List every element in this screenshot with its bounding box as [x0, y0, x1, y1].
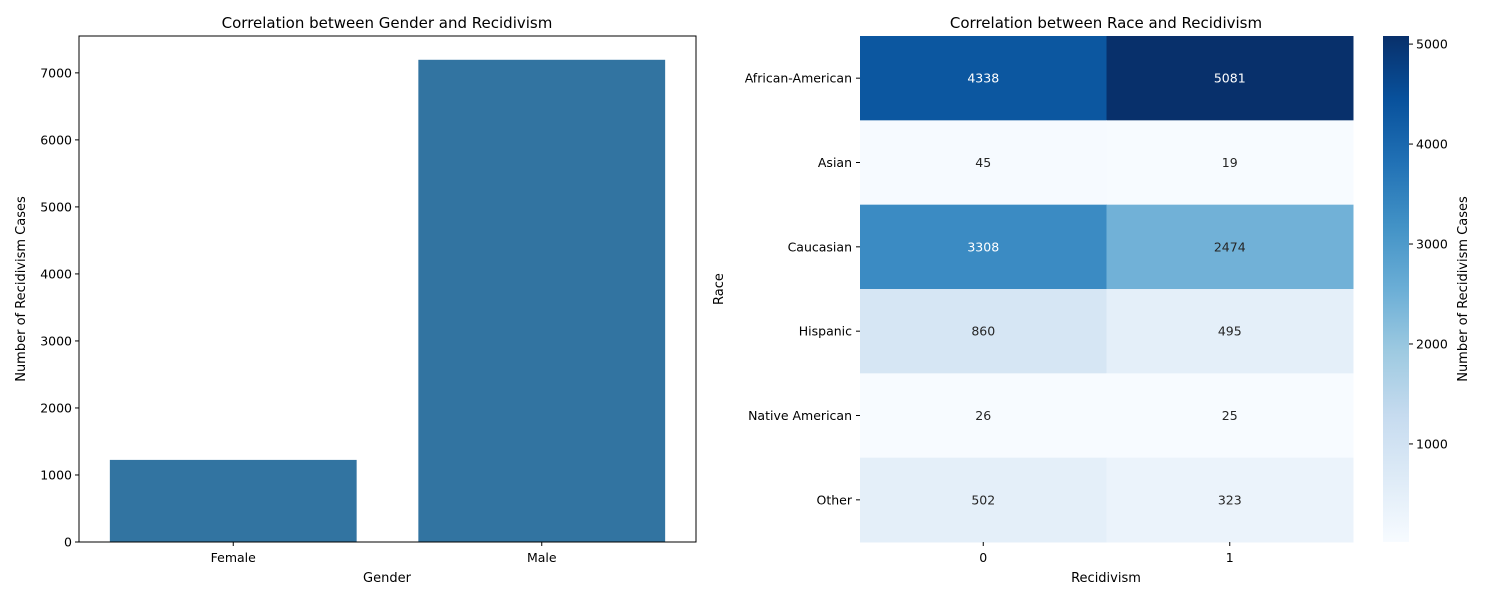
heatmap-colorbar: 1000 2000 3000 4000 5000 Number of Recidivis… — [1383, 36, 1471, 542]
heatmap-y-tick-label: African-American — [745, 71, 852, 86]
heatmap-x-tick-label: 0 — [979, 550, 987, 565]
colorbar-tick-label: 4000 — [1416, 137, 1448, 152]
heatmap-y-axis-ticks: African-American Asian Caucasian Hispanic Na… — [745, 71, 860, 507]
heatmap-cell-label: 5081 — [1214, 71, 1246, 86]
bar-y-tick-label: 3000 — [40, 333, 72, 348]
heatmap-cell-label: 19 — [1222, 155, 1238, 170]
colorbar-ticks: 1000 2000 3000 4000 5000 — [1409, 37, 1448, 451]
bar-y-tick-label: 7000 — [40, 65, 72, 80]
heatmap-cell-label: 2474 — [1214, 239, 1246, 254]
bar-y-tick-label: 0 — [64, 535, 72, 550]
heatmap-x-axis-label: Recidivism — [1071, 571, 1141, 586]
heatmap-cell — [1106, 457, 1354, 543]
bar-x-tick-label: Female — [211, 550, 257, 565]
heatmap-cell — [860, 289, 1107, 374]
bar-y-axis-label: Number of Recidivism Cases — [14, 196, 29, 382]
heatmap-y-tick-label: Hispanic — [799, 324, 852, 339]
heatmap-y-tick-label: Asian — [818, 155, 852, 170]
heatmap-cell-label: 323 — [1218, 492, 1242, 507]
bar-chart-title: Correlation between Gender and Recidivis… — [222, 14, 553, 32]
colorbar-tick-label: 3000 — [1416, 237, 1448, 252]
heatmap-cell — [1106, 36, 1354, 121]
bar-y-tick-label: 4000 — [40, 266, 72, 281]
heatmap-cell-label: 4338 — [967, 71, 999, 86]
heatmap-cell — [860, 373, 1107, 459]
bar-x-tick-label: Male — [527, 550, 557, 565]
bar-y-tick-label: 6000 — [40, 132, 72, 147]
heatmap-cell — [860, 36, 1107, 121]
heatmap-title: Correlation between Race and Recidivism — [950, 14, 1262, 32]
heatmap-cell-label: 495 — [1218, 324, 1242, 339]
heatmap-cell — [1106, 289, 1354, 374]
bar-chart-bars — [109, 59, 666, 542]
colorbar-tick-label: 2000 — [1416, 336, 1448, 351]
heatmap-cell — [860, 120, 1107, 206]
colorbar-tick-label: 1000 — [1416, 436, 1448, 451]
bar-male — [418, 59, 666, 542]
bar-y-tick-label: 2000 — [40, 400, 72, 415]
bar-female — [109, 459, 357, 542]
heatmap-cell-label: 3308 — [967, 239, 999, 254]
bar-plot-frame — [78, 35, 697, 543]
heatmap-y-axis-label: Race — [712, 273, 727, 305]
heatmap-cell-label: 25 — [1222, 408, 1238, 423]
colorbar-tick-label: 5000 — [1416, 37, 1448, 52]
colorbar-label: Number of Recidivism Cases — [1456, 196, 1471, 382]
heatmap-cell-label: 502 — [971, 492, 995, 507]
heatmap-x-tick-label: 1 — [1226, 550, 1234, 565]
bar-x-axis-label: Gender — [363, 571, 412, 586]
heatmap-y-tick-label: Caucasian — [788, 239, 852, 254]
heatmap-cell — [860, 457, 1107, 543]
race-heatmap: Correlation between Race and Recidivism … — [712, 14, 1354, 586]
colorbar-gradient — [1383, 36, 1409, 542]
heatmap-cells: 4338 5081 45 19 3308 2474 860 495 26 25 502 323 — [860, 36, 1354, 543]
heatmap-cell-label: 860 — [971, 324, 995, 339]
bar-x-axis-ticks: Female Male — [211, 542, 557, 565]
heatmap-cell-label: 26 — [975, 408, 991, 423]
bar-y-axis-ticks: 0 1000 2000 3000 4000 5000 6000 7000 — [40, 65, 79, 550]
heatmap-y-tick-label: Native American — [748, 408, 852, 423]
heatmap-cell — [1106, 204, 1354, 290]
gender-bar-chart: Correlation between Gender and Recidivis… — [14, 14, 697, 586]
heatmap-y-tick-label: Other — [817, 492, 853, 507]
heatmap-cell-label: 45 — [975, 155, 991, 170]
heatmap-cell — [1106, 120, 1354, 206]
heatmap-cell — [1106, 373, 1354, 459]
heatmap-cell — [860, 204, 1107, 290]
bar-y-tick-label: 5000 — [40, 199, 72, 214]
bar-y-tick-label: 1000 — [40, 467, 72, 482]
